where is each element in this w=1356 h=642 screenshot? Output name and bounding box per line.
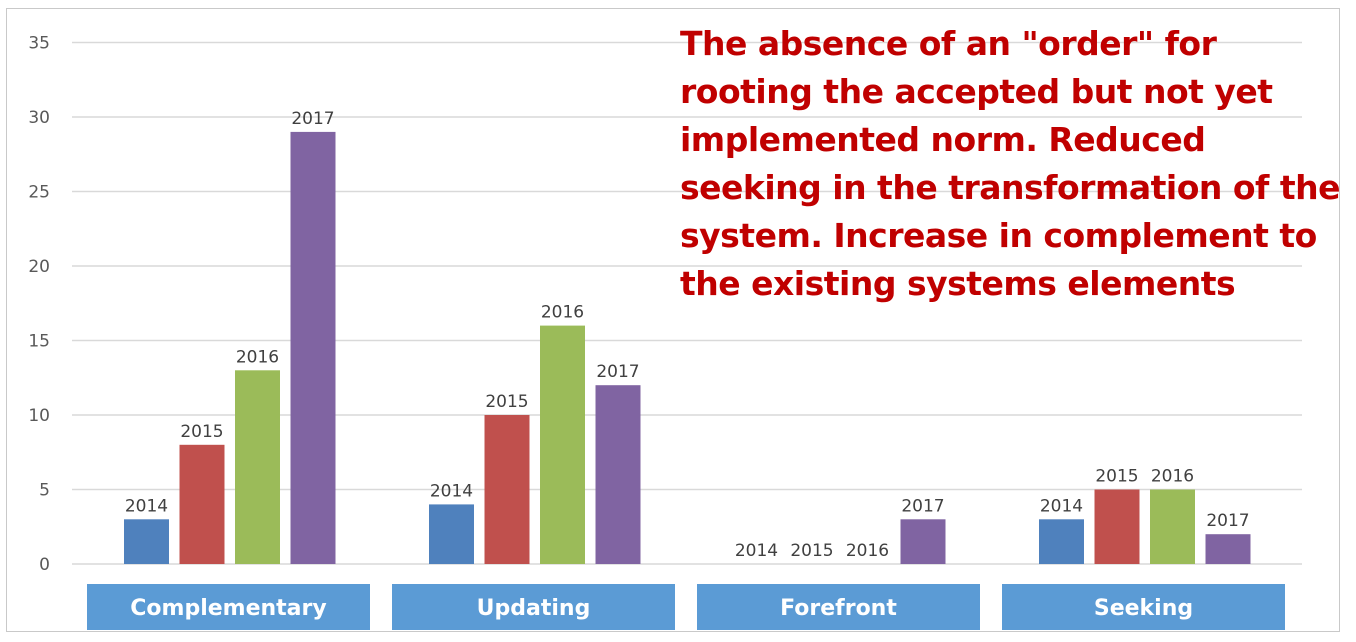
data-label: 2014 (125, 496, 168, 516)
category-box (697, 584, 980, 630)
y-tick-label: 25 (28, 183, 50, 203)
data-label: 2017 (596, 362, 639, 382)
y-tick-label: 30 (28, 108, 50, 128)
y-tick-label: 15 (28, 332, 50, 352)
y-tick-label: 0 (39, 555, 50, 575)
y-tick-label: 5 (39, 481, 50, 501)
category-box (1002, 584, 1285, 630)
data-label: 2016 (846, 541, 889, 561)
bar (124, 519, 169, 564)
bar (290, 131, 336, 564)
category-box (392, 584, 675, 630)
data-label: 2016 (236, 347, 279, 367)
data-label: 2017 (901, 496, 944, 516)
bar (429, 504, 474, 564)
data-label: 2017 (291, 109, 334, 129)
data-label: 2014 (430, 481, 473, 501)
category-label: Updating (477, 596, 591, 621)
data-labels: 2014 2015 2016 2017 2014 2015 2016 2017 2014 2015… (125, 109, 1250, 561)
bar (1094, 489, 1140, 564)
bar (900, 519, 946, 564)
bar (595, 385, 641, 564)
y-tick-label: 20 (28, 257, 50, 277)
data-label: 2015 (1095, 467, 1138, 487)
category-boxes: Complementary Updating Forefront Seeking (87, 584, 1285, 630)
annotation-text: The absence of an "order" for rooting th… (680, 24, 1341, 303)
data-label: 2014 (735, 541, 778, 561)
bar (1150, 489, 1195, 564)
data-label: 2015 (485, 392, 528, 412)
y-tick-label: 35 (28, 34, 50, 54)
bar (1205, 534, 1251, 564)
category-label: Complementary (130, 596, 326, 621)
category-box (87, 584, 370, 630)
data-label: 2016 (1151, 467, 1194, 487)
bar (1039, 519, 1084, 564)
category-label: Forefront (780, 596, 897, 621)
chart-frame (6, 8, 1340, 632)
bar (235, 370, 280, 564)
bar (484, 415, 530, 564)
bar (179, 444, 225, 564)
y-tick-label: 10 (28, 406, 50, 426)
data-label: 2017 (1206, 511, 1249, 531)
data-label: 2016 (541, 303, 584, 323)
y-axis-ticks: 0 5 10 15 20 25 30 35 (28, 34, 50, 576)
data-label: 2015 (790, 541, 833, 561)
category-label: Seeking (1094, 596, 1193, 621)
data-label: 2015 (180, 422, 223, 442)
bars (124, 131, 1251, 564)
data-label: 2014 (1040, 496, 1083, 516)
bar (540, 325, 585, 564)
